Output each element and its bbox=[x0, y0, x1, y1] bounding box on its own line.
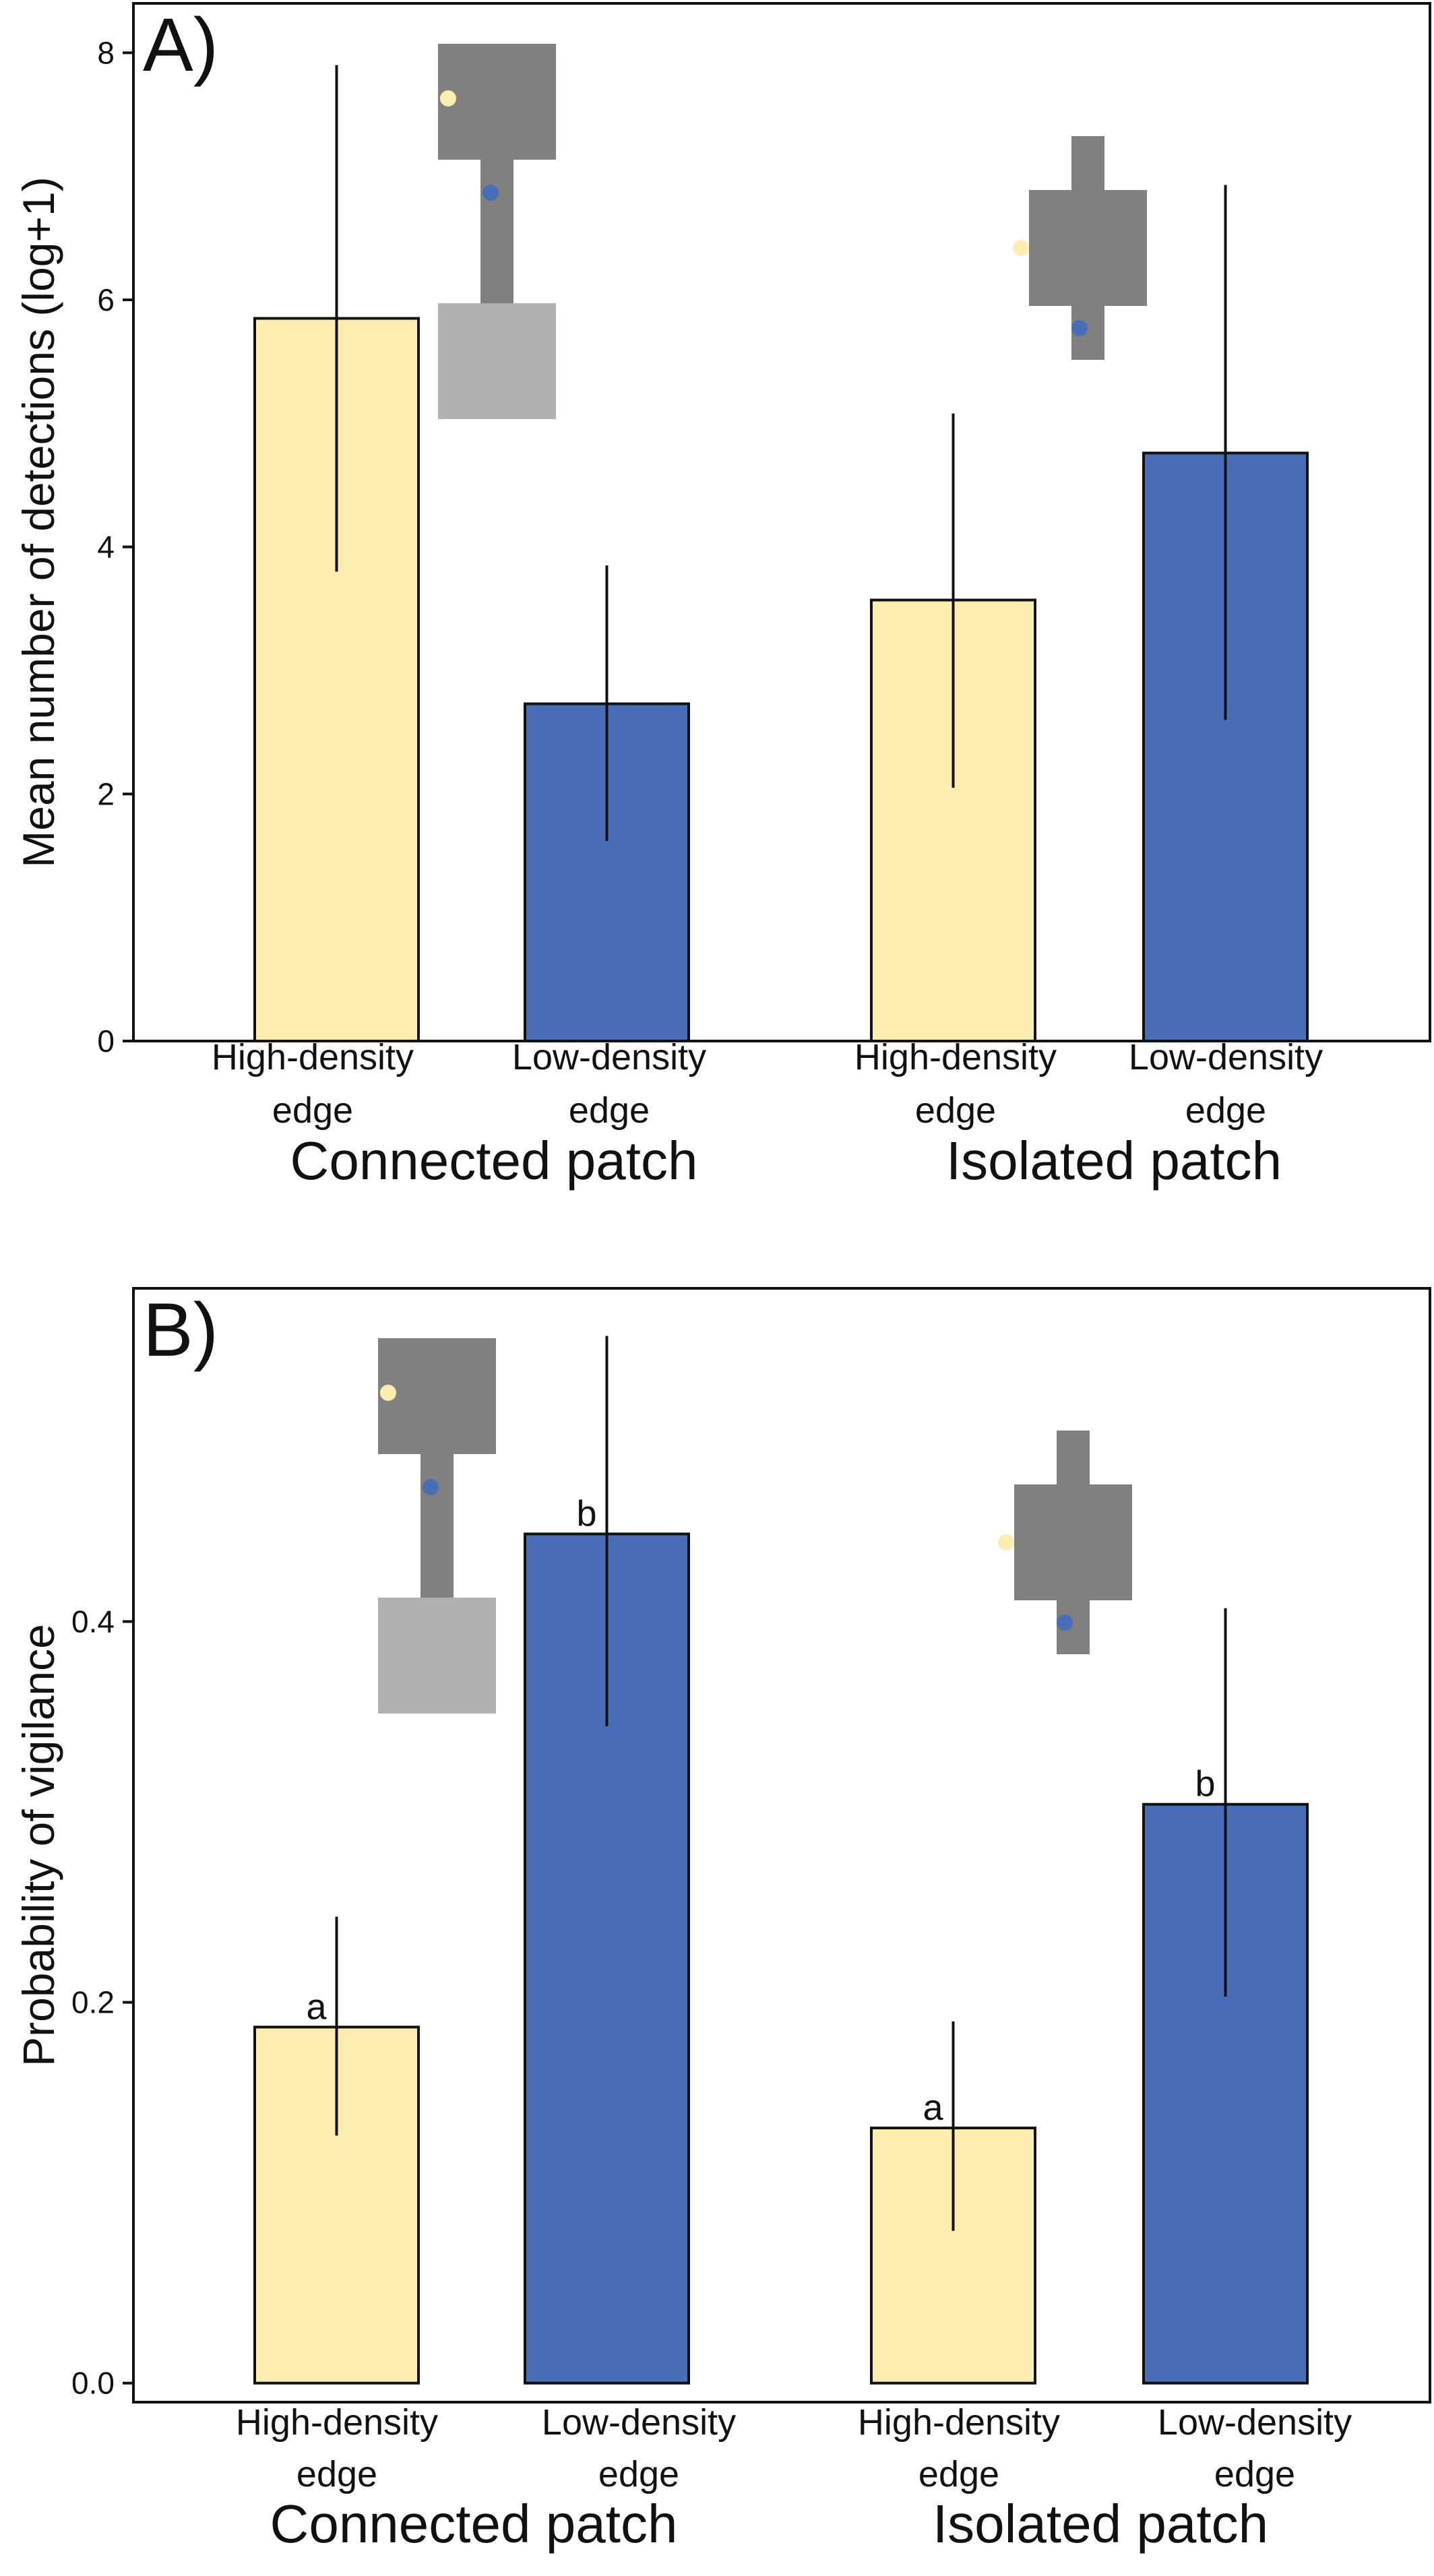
patch-square bbox=[378, 1338, 496, 1454]
patch-square bbox=[438, 303, 556, 419]
y-tick-label: 0.2 bbox=[71, 1985, 115, 2020]
y-tick-label: 0 bbox=[97, 1024, 115, 1059]
significance-letter: a bbox=[923, 2087, 943, 2128]
patch-square bbox=[378, 1598, 496, 1714]
chart-panel: A) 0 2 4 6 8 Mean number of detections (log+1)… bbox=[13, 2, 1431, 1191]
plot-frame bbox=[132, 2, 1431, 1042]
significance-letter: a bbox=[306, 1986, 327, 2027]
bar bbox=[253, 317, 420, 1042]
x-category-label: High-density edge bbox=[236, 2402, 438, 2494]
connected-patch-diagram-icon bbox=[378, 1338, 496, 1714]
low-density-dot bbox=[423, 1479, 439, 1495]
y-axis-title: Probability of vigilance bbox=[13, 1624, 63, 2067]
corridor-stub bbox=[1057, 1431, 1090, 1484]
high-density-dot bbox=[1013, 240, 1029, 256]
group-label: Isolated patch bbox=[933, 2494, 1268, 2554]
x-category-label: Low-density edge bbox=[1158, 2402, 1352, 2494]
x-category-label: Low-density edge bbox=[542, 2402, 736, 2494]
panel-label: B) bbox=[143, 1288, 218, 1372]
low-density-dot bbox=[1057, 1614, 1073, 1631]
x-category-label: High-density edge bbox=[858, 2402, 1060, 2494]
significance-letter: b bbox=[1195, 1764, 1215, 1804]
low-density-dot bbox=[1071, 320, 1088, 336]
corridor bbox=[420, 1454, 454, 1598]
patch-square bbox=[438, 44, 556, 160]
y-tick-label: 2 bbox=[97, 776, 115, 811]
y-axis-title: Mean number of detections (log+1) bbox=[13, 177, 63, 867]
group-label: Isolated patch bbox=[946, 1131, 1282, 1191]
patch-square bbox=[1029, 190, 1147, 306]
group-label: Connected patch bbox=[270, 2494, 678, 2554]
y-tick-label: 8 bbox=[97, 35, 115, 70]
x-category-label: Low-density edge bbox=[512, 1037, 706, 1131]
panel-label: A) bbox=[143, 3, 218, 87]
high-density-dot bbox=[440, 90, 456, 106]
corridor-stub bbox=[1071, 136, 1104, 190]
patch-square bbox=[1014, 1484, 1132, 1600]
plot-frame bbox=[132, 1287, 1431, 2404]
low-density-dot bbox=[482, 185, 499, 201]
corridor bbox=[480, 160, 513, 303]
high-density-dot bbox=[998, 1534, 1014, 1550]
x-category-label: High-density edge bbox=[212, 1037, 414, 1131]
connected-patch-diagram-icon bbox=[438, 44, 556, 419]
significance-letter: b bbox=[576, 1494, 596, 1534]
y-tick-label: 4 bbox=[97, 530, 115, 565]
isolated-patch-diagram-icon bbox=[1013, 136, 1147, 360]
y-tick-label: 6 bbox=[97, 282, 115, 317]
isolated-patch-diagram-icon bbox=[998, 1431, 1132, 1654]
x-category-label: Low-density edge bbox=[1129, 1037, 1323, 1131]
group-label: Connected patch bbox=[290, 1131, 698, 1191]
high-density-dot bbox=[380, 1385, 396, 1401]
y-tick-label: 0.0 bbox=[71, 2366, 115, 2401]
y-tick-label: 0.4 bbox=[71, 1604, 115, 1639]
x-category-label: High-density edge bbox=[854, 1037, 1057, 1131]
